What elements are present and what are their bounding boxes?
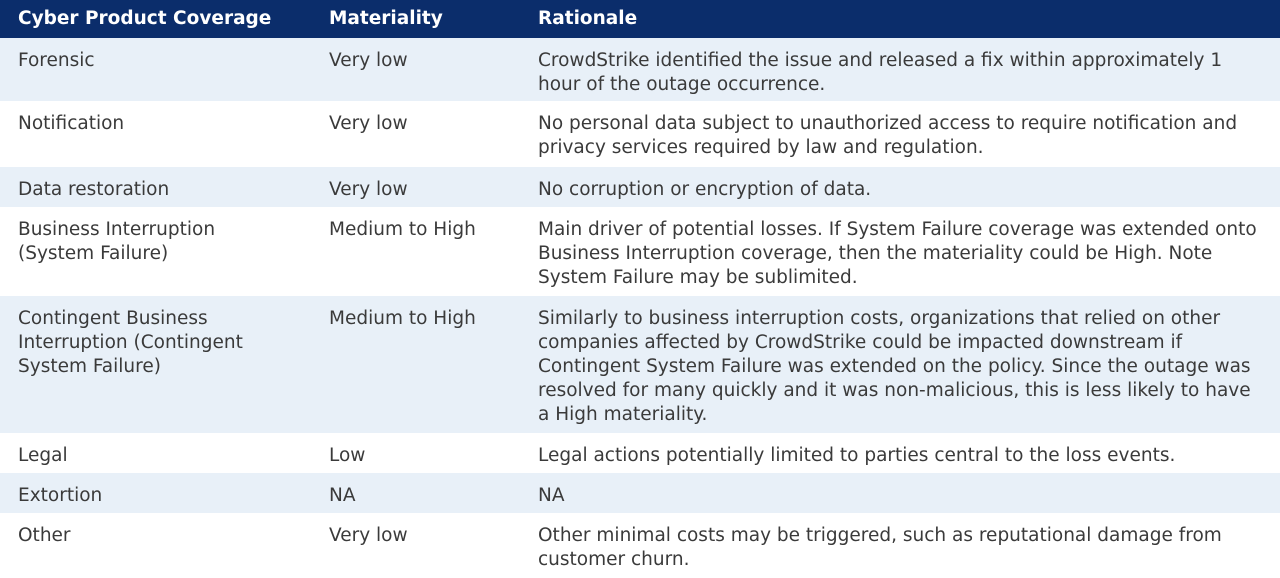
rationale-cell: No corruption or encryption of data. [538, 179, 872, 200]
rationale-cell: Other minimal costs may be triggered, su… [538, 525, 1222, 570]
header-rationale: Rationale [538, 8, 638, 29]
coverage-cell: Extortion [18, 485, 103, 506]
coverage-cell: Legal [18, 445, 68, 466]
coverage-cell: Contingent Business Interruption (Contin… [18, 308, 243, 377]
materiality-cell: Very low [329, 179, 408, 200]
rationale-cell: Similarly to business interruption costs… [538, 308, 1251, 425]
rationale-cell: Legal actions potentially limited to par… [538, 445, 1176, 466]
table-row: Contingent Business Interruption (Contin… [0, 296, 1280, 433]
materiality-cell: Very low [329, 113, 408, 134]
header-coverage: Cyber Product Coverage [18, 8, 272, 29]
materiality-cell: Low [329, 445, 366, 466]
coverage-cell: Other [18, 525, 71, 546]
materiality-cell: Medium to High [329, 219, 476, 240]
materiality-cell: Very low [329, 525, 408, 546]
materiality-cell: Very low [329, 50, 408, 71]
coverage-cell: Business Interruption (System Failure) [18, 219, 216, 264]
table-row: Forensic Very low CrowdStrike identified… [0, 38, 1280, 101]
table-header: Cyber Product Coverage Materiality Ratio… [0, 0, 1280, 38]
table-row: Data restoration Very low No corruption … [0, 167, 1280, 207]
coverage-cell: Forensic [18, 50, 95, 71]
table-row: Other Very low Other minimal costs may b… [0, 513, 1280, 578]
materiality-cell: NA [329, 485, 356, 506]
rationale-cell: No personal data subject to unauthorized… [538, 113, 1238, 158]
rationale-cell: NA [538, 485, 565, 506]
table-row: Business Interruption (System Failure) M… [0, 207, 1280, 296]
materiality-cell: Medium to High [329, 308, 476, 329]
table-row: Legal Low Legal actions potentially limi… [0, 433, 1280, 473]
coverage-cell: Notification [18, 113, 125, 134]
table-row: Notification Very low No personal data s… [0, 101, 1280, 167]
table-row: Extortion NA NA [0, 473, 1280, 513]
coverage-cell: Data restoration [18, 179, 170, 200]
rationale-cell: Main driver of potential losses. If Syst… [538, 219, 1257, 288]
header-materiality: Materiality [329, 8, 443, 29]
rationale-cell: CrowdStrike identified the issue and rel… [538, 50, 1223, 95]
